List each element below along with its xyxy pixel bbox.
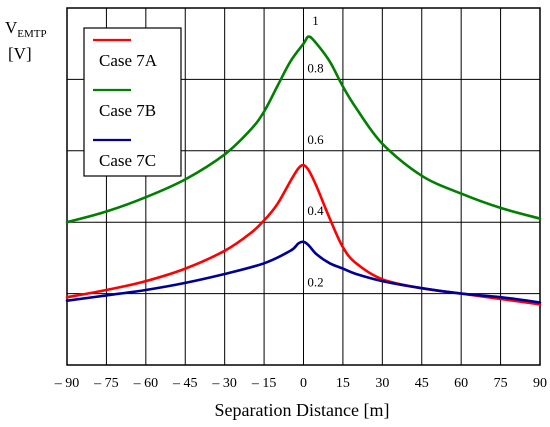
legend-box	[83, 27, 182, 177]
y-axis-label-unit: [V]	[8, 44, 32, 63]
y-tick-label: 1	[312, 13, 319, 28]
x-tick-label: – 60	[133, 376, 159, 391]
x-tick-label: 75	[494, 376, 508, 391]
y-tick-labels: 0.2 0.4 0.6 0.8 1	[307, 13, 324, 290]
y-axis-label-main: V	[5, 18, 18, 37]
x-tick-label: 0	[300, 376, 307, 391]
legend-label: Case 7A	[99, 51, 158, 70]
x-tick-label: – 15	[251, 376, 277, 391]
legend-label: Case 7C	[99, 151, 156, 170]
x-tick-label: 45	[415, 376, 429, 391]
series-lines	[65, 35, 542, 306]
x-tick-labels: – 90 – 75 – 60 – 45 – 30 – 15 0 15 30 45 60 75 90	[54, 376, 547, 391]
y-tick-label: 0.2	[307, 275, 323, 290]
x-tick-label: 60	[454, 376, 468, 391]
x-tick-label: – 45	[172, 376, 198, 391]
series-line-case-7b	[65, 35, 542, 224]
svg-text:VEMTP: VEMTP	[5, 18, 47, 40]
y-tick-label: 0.4	[307, 203, 324, 218]
y-tick-label: 0.8	[307, 60, 323, 75]
x-tick-label: 15	[336, 376, 350, 391]
x-axis-title: Separation Distance [m]	[215, 400, 390, 420]
x-tick-label: – 30	[211, 376, 237, 391]
x-tick-label: 30	[375, 376, 389, 391]
legend: Case 7A Case 7B Case 7C	[83, 27, 182, 177]
legend-label: Case 7B	[99, 101, 156, 120]
x-tick-label: 90	[533, 376, 547, 391]
x-tick-label: – 75	[93, 376, 119, 391]
series-line-case-7c	[65, 240, 542, 304]
x-tick-label: – 90	[54, 376, 80, 391]
y-axis-label: VEMTP [V]	[5, 18, 47, 63]
y-axis-label-subscript: EMTP	[17, 28, 46, 40]
y-tick-label: 0.6	[307, 132, 324, 147]
plot-frame	[66, 7, 541, 366]
